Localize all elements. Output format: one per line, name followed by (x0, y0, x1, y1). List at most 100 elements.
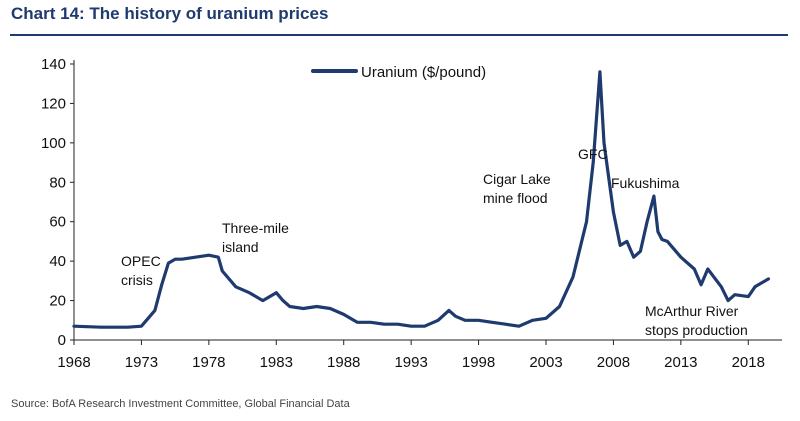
data-point (180, 258, 184, 261)
x-tick-label: 1988 (327, 354, 360, 371)
data-point (504, 323, 507, 326)
x-tick-label: 2013 (664, 354, 697, 371)
data-point (558, 305, 561, 308)
annotation-gfc-line: GFC (578, 146, 608, 162)
data-point (639, 250, 642, 253)
data-point (726, 299, 730, 302)
data-point (598, 70, 602, 74)
legend: Uranium ($/pound) (311, 64, 486, 81)
data-point (592, 161, 595, 164)
data-point (585, 220, 588, 223)
data-point (72, 325, 76, 328)
data-point (288, 305, 291, 308)
data-point (140, 325, 143, 328)
data-point (217, 256, 220, 259)
data-point (234, 285, 237, 288)
data-point (275, 291, 278, 294)
data-point (342, 313, 345, 316)
data-point (173, 258, 177, 261)
data-point (619, 244, 622, 247)
data-point (679, 256, 683, 259)
data-point (544, 317, 548, 320)
data-point (531, 319, 534, 322)
data-point (606, 171, 610, 174)
data-point (760, 281, 763, 284)
series-group (72, 70, 771, 329)
data-point (632, 256, 635, 259)
data-point (248, 291, 251, 294)
x-tick-label: 1983 (260, 354, 293, 371)
annotation-fukushima-line: Fukushima (611, 175, 680, 191)
y-ticks: 0 20 40 60 80 100 120 140 (41, 56, 74, 349)
data-point (666, 240, 669, 243)
x-tick-label: 2003 (529, 354, 562, 371)
legend-label: Uranium ($/pound) (361, 64, 486, 81)
data-point (329, 307, 332, 310)
y-tick-label: 40 (49, 253, 66, 270)
data-point (281, 299, 285, 302)
data-point (436, 319, 440, 322)
title-rule (10, 34, 788, 36)
data-point (447, 309, 451, 312)
axes (73, 60, 782, 341)
annotation-cigar-lake-line: mine flood (483, 190, 548, 206)
data-point (571, 275, 575, 279)
data-point (409, 325, 413, 328)
annotation-three-mile-island-line: island (222, 239, 259, 255)
x-tick-label: 2008 (597, 354, 630, 371)
data-point (720, 285, 723, 288)
data-point (126, 326, 130, 329)
data-point (477, 319, 480, 322)
x-ticks: 1968 1973 1978 1983 1988 1993 1998 2003 2008 2013… (57, 340, 765, 371)
data-point (454, 315, 457, 318)
data-point (656, 230, 660, 233)
x-tick-label: 1998 (462, 354, 495, 371)
y-tick-label: 120 (41, 95, 66, 112)
x-tick-label: 1973 (125, 354, 158, 371)
series-line-uranium (72, 70, 771, 329)
annotation-three-mile-island-line: Three-mile (222, 220, 289, 236)
data-point (463, 319, 467, 322)
y-tick-label: 20 (49, 293, 66, 310)
data-point (699, 283, 703, 286)
data-point (383, 323, 386, 326)
data-point (660, 238, 664, 241)
data-point (160, 283, 163, 286)
data-point (753, 285, 757, 288)
data-point (602, 141, 606, 145)
data-point (733, 293, 736, 296)
annotation-mcarthur-river-line: stops production (645, 322, 748, 338)
data-point (261, 299, 264, 302)
data-point (167, 261, 170, 265)
data-point (517, 325, 521, 328)
y-tick-label: 0 (58, 332, 66, 349)
y-tick-label: 60 (49, 214, 66, 231)
data-point (207, 254, 211, 257)
x-tick-label: 1978 (192, 354, 225, 371)
data-point (369, 321, 372, 324)
chart-title: Chart 14: The history of uranium prices (11, 4, 329, 23)
data-point (706, 267, 709, 271)
x-tick-label: 1993 (394, 354, 427, 371)
data-point (625, 240, 629, 243)
data-point (194, 256, 197, 259)
x-tick-label: 1968 (57, 354, 90, 371)
data-point (302, 307, 305, 310)
data-point (356, 321, 359, 324)
y-tick-label: 100 (41, 135, 66, 152)
data-point (652, 194, 656, 198)
source-note: Source: BofA Research Investment Committ… (11, 398, 350, 410)
annotation-opec-crisis-line: OPEC (121, 253, 161, 269)
data-point (490, 321, 494, 324)
annotation-cigar-lake-line: Cigar Lake (483, 171, 551, 187)
annotation-opec-crisis-line: crisis (121, 272, 153, 288)
data-point (612, 210, 615, 214)
data-point (767, 277, 770, 281)
data-point (315, 305, 318, 308)
y-tick-label: 80 (49, 174, 66, 191)
data-point (423, 325, 426, 328)
annotations: OPEC crisis Three-mile island Cigar Lake mine… (121, 146, 748, 338)
data-point (221, 269, 224, 273)
data-point (153, 309, 157, 312)
